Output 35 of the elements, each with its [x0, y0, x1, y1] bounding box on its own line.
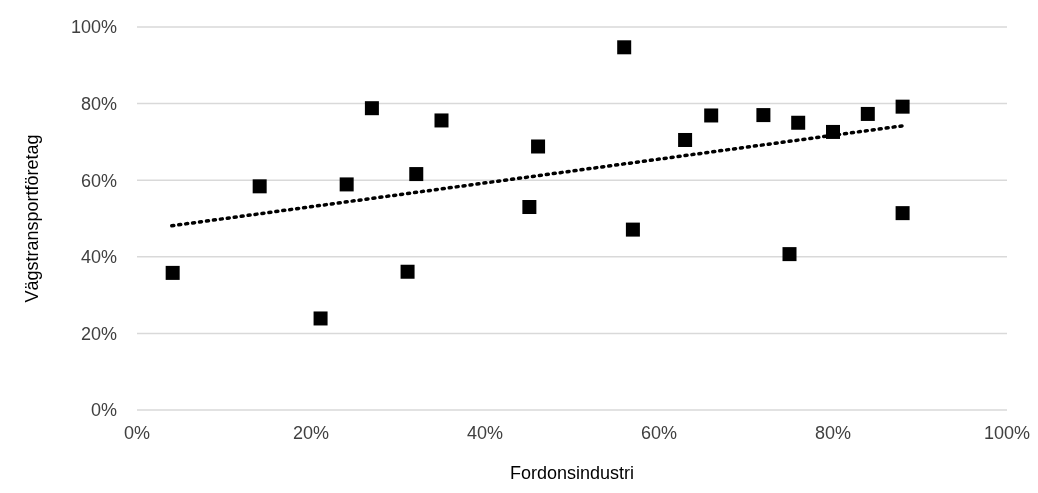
point	[678, 132, 693, 147]
point	[625, 222, 640, 237]
point	[895, 99, 910, 114]
y-tick-label: 0%	[90, 400, 117, 421]
x-axis-title: Fordonsindustri	[509, 463, 635, 483]
point	[782, 247, 797, 262]
point	[756, 108, 771, 123]
y-tick-label: 80%	[80, 93, 117, 114]
point	[617, 40, 632, 55]
point	[860, 106, 875, 121]
y-axis-title: Vägstransportföretag	[22, 134, 43, 303]
y-tick-label: 100%	[70, 17, 117, 38]
point	[895, 206, 910, 221]
x-tick-label: 20%	[292, 422, 330, 443]
point	[339, 177, 354, 192]
y-tick-label: 20%	[80, 323, 117, 344]
y-tick-label: 60%	[80, 170, 117, 191]
point	[252, 179, 267, 194]
point	[531, 139, 546, 154]
point	[826, 124, 840, 139]
x-tick-label: 40%	[466, 422, 504, 443]
point	[704, 108, 719, 123]
y-tick-label: 40%	[80, 247, 117, 268]
point	[434, 113, 449, 128]
point	[364, 101, 379, 116]
point	[400, 264, 415, 279]
point	[409, 167, 424, 182]
point	[522, 200, 537, 215]
point	[313, 311, 328, 326]
x-tick-label: 0%	[123, 422, 151, 443]
x-tick-label: 80%	[814, 422, 852, 443]
point	[165, 265, 180, 280]
x-tick-label: 60%	[640, 422, 678, 443]
point	[791, 115, 806, 130]
x-tick-label: 100%	[983, 422, 1031, 443]
